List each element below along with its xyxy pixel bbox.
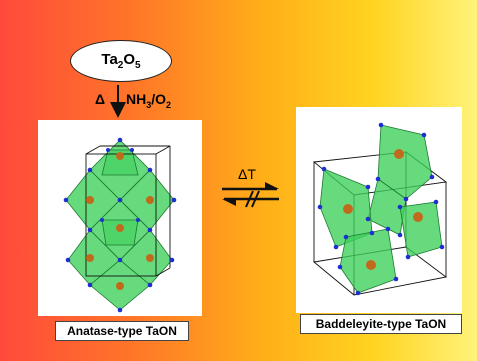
anatase-structure-panel	[38, 120, 202, 316]
forward-arrow	[222, 182, 279, 191]
anatase-label: Anatase-type TaON	[55, 321, 189, 341]
baddeleyite-label: Baddeleyite-type TaON	[300, 314, 462, 334]
precursor-formula: Ta2O5	[101, 51, 141, 71]
heat-symbol: Δ	[95, 91, 106, 107]
reverse-arrow-blocked	[222, 190, 279, 208]
gas-conditions: NH3/O2	[126, 91, 172, 110]
baddeleyite-structure-panel	[296, 107, 462, 313]
baddeleyite-structure-image	[312, 122, 448, 296]
anatase-structure-image	[63, 137, 177, 313]
precursor-ellipse: Ta2O5	[70, 40, 172, 82]
delta-t-label: ΔT	[238, 166, 256, 182]
